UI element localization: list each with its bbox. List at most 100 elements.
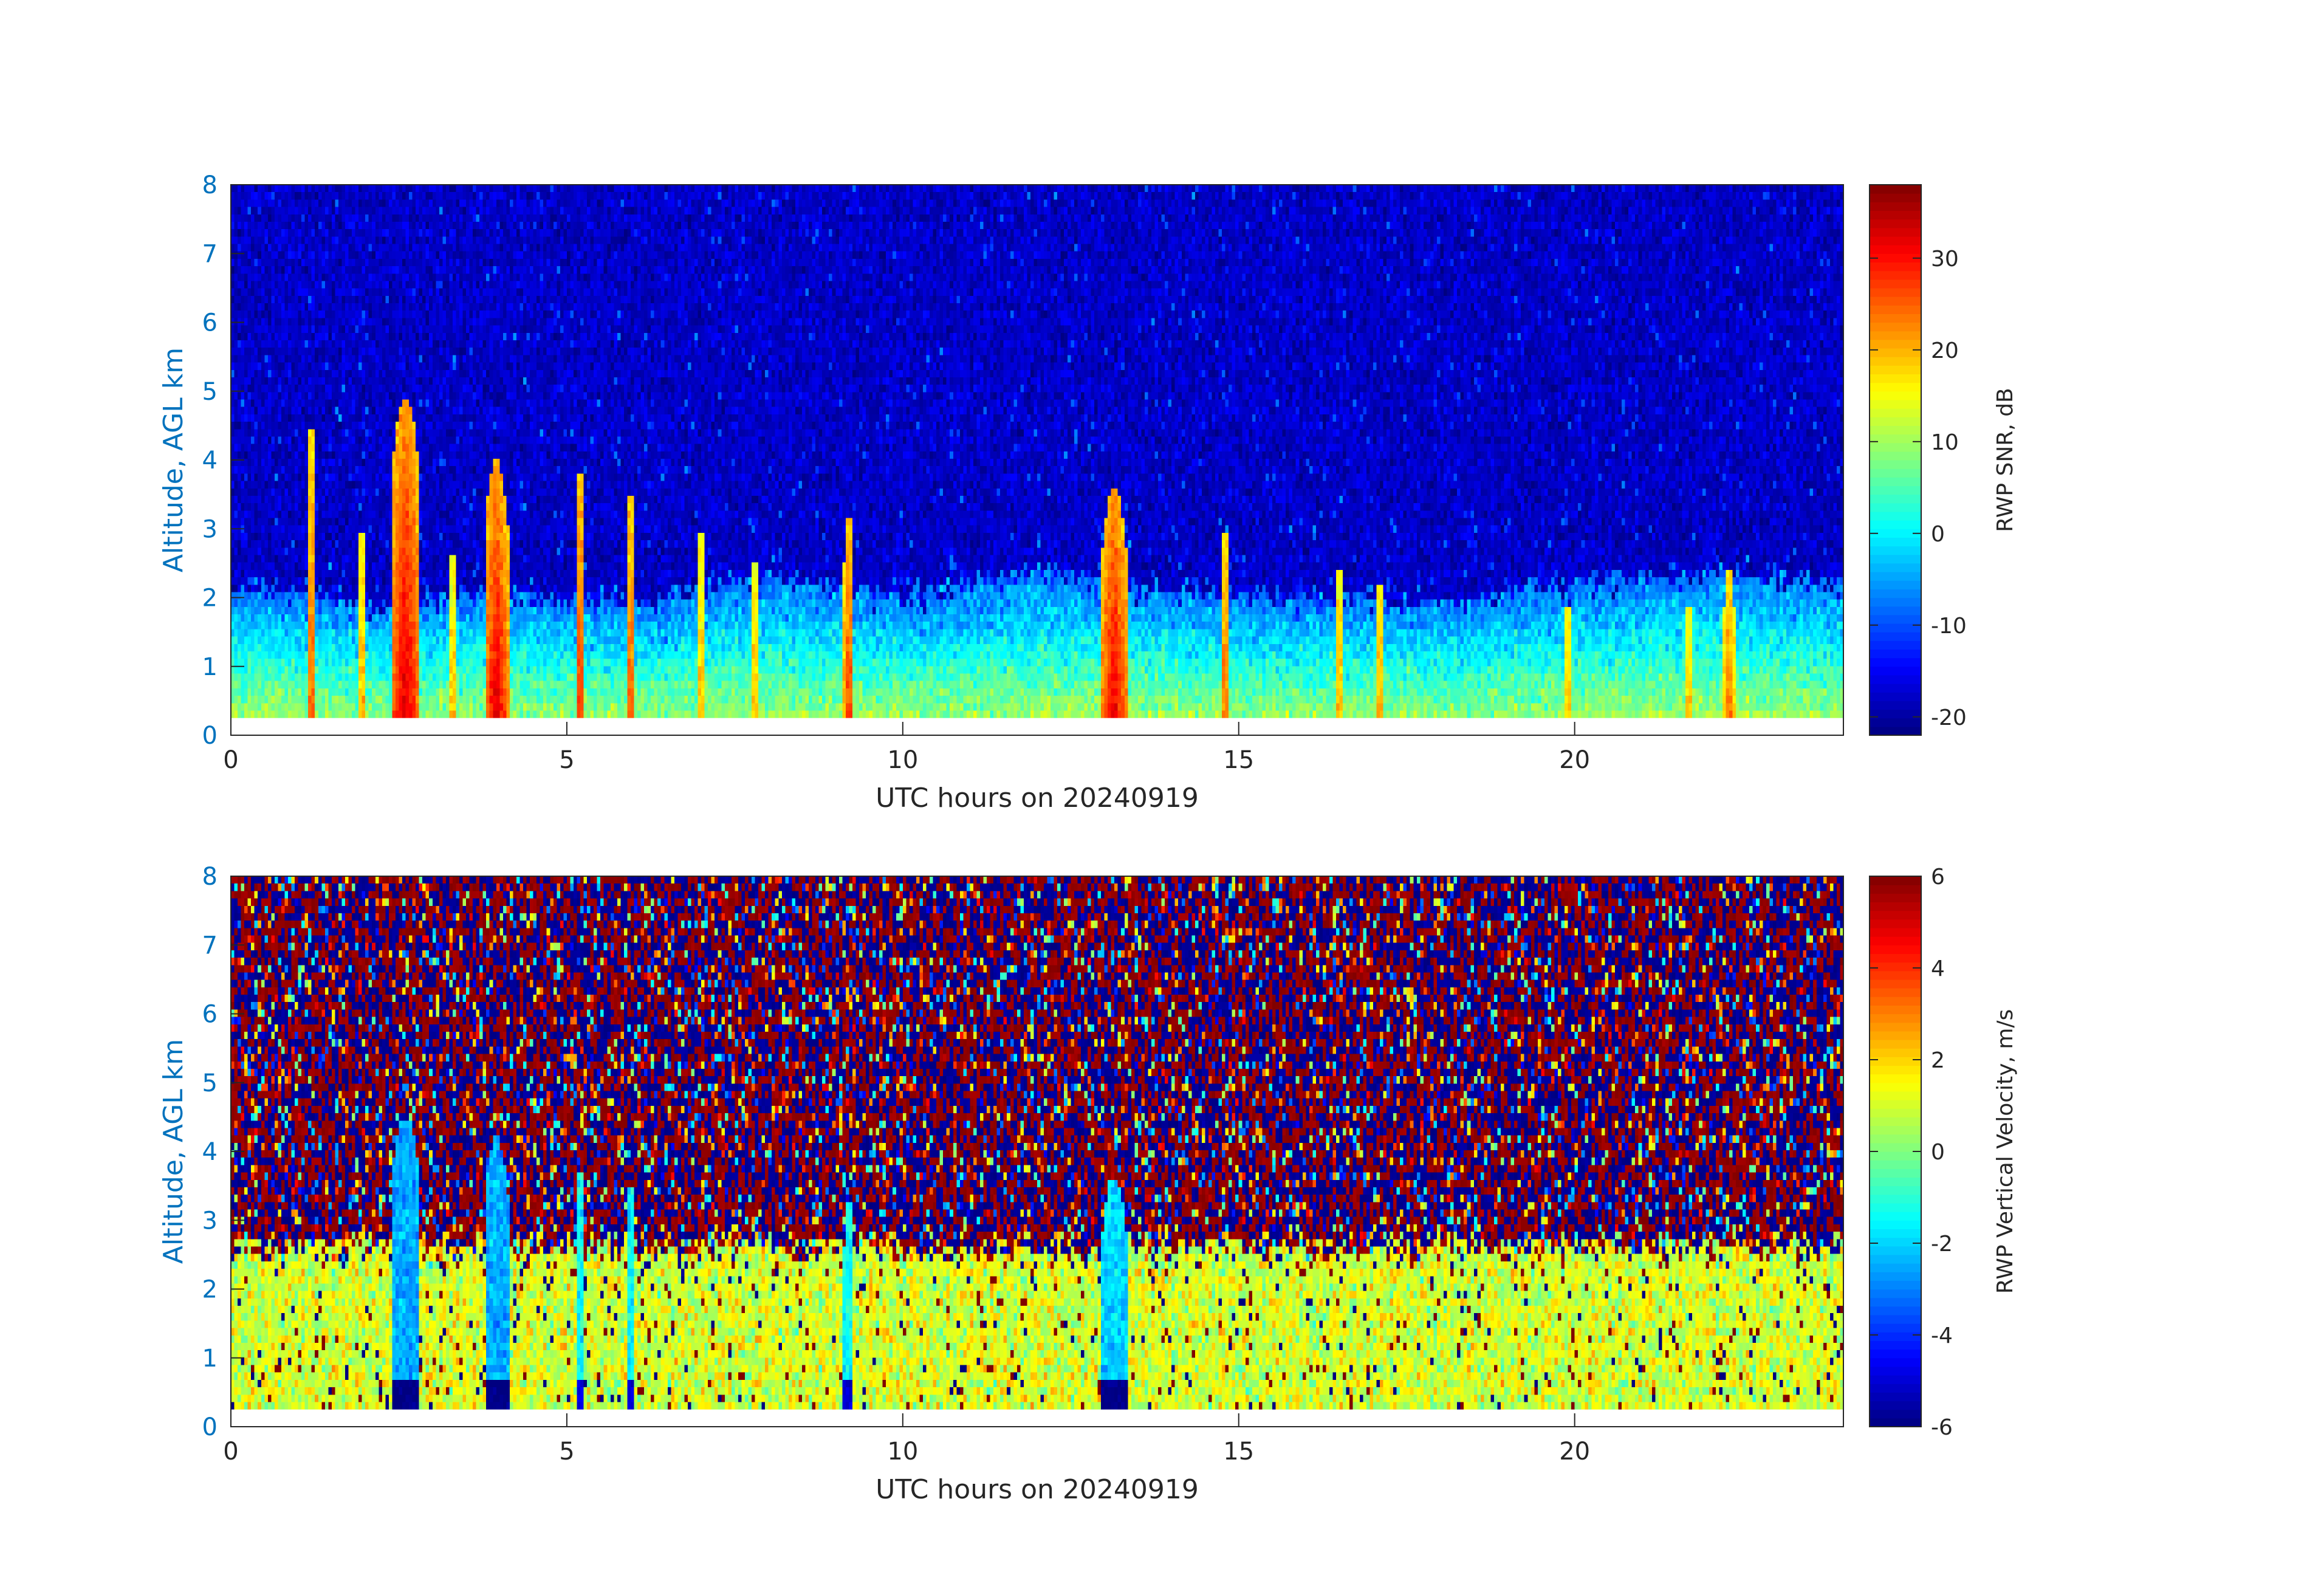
colorbar-segment bbox=[1870, 1005, 1921, 1015]
colorbar-segment bbox=[1870, 996, 1921, 1006]
y-axis-label: Altitude, AGL km bbox=[158, 1039, 189, 1264]
x-tick-label: 0 bbox=[223, 1438, 238, 1466]
colorbar-segment bbox=[1870, 408, 1921, 417]
colorbar-segment bbox=[1870, 1349, 1921, 1359]
colorbar-segment bbox=[1870, 520, 1921, 529]
colorbar-segment bbox=[1870, 468, 1921, 478]
colorbar-segment bbox=[1870, 1246, 1921, 1255]
colorbar-segment bbox=[1870, 451, 1921, 461]
colorbar-segment bbox=[1870, 1366, 1921, 1376]
colorbar-segment bbox=[1870, 348, 1921, 357]
colorbar-segment bbox=[1870, 1202, 1921, 1212]
y-tick-label: 1 bbox=[202, 653, 218, 681]
x-tick-label: 0 bbox=[223, 746, 238, 774]
colorbar-segment bbox=[1870, 1100, 1921, 1109]
y-tick-label: 7 bbox=[202, 931, 218, 959]
colorbar-segment bbox=[1870, 936, 1921, 945]
colorbar-segment bbox=[1870, 270, 1921, 280]
colorbar-segment bbox=[1870, 701, 1921, 710]
colorbar-segment bbox=[1870, 1031, 1921, 1040]
y-tick-label: 3 bbox=[202, 1207, 218, 1235]
colorbar-segment bbox=[1870, 885, 1921, 894]
x-tick-label: 20 bbox=[1559, 1438, 1590, 1466]
x-tick-label: 10 bbox=[887, 746, 918, 774]
colorbar-segment bbox=[1870, 893, 1921, 903]
colorbar-segment bbox=[1870, 1048, 1921, 1057]
colorbar-tick-label: -20 bbox=[1931, 705, 1967, 730]
colorbar-segment bbox=[1870, 709, 1921, 719]
colorbar-segment bbox=[1870, 666, 1921, 676]
colorbar-segment bbox=[1870, 382, 1921, 392]
colorbar-segment bbox=[1870, 1323, 1921, 1333]
colorbar-segment bbox=[1870, 1289, 1921, 1298]
colorbar-segment bbox=[1870, 1160, 1921, 1169]
y-tick-label: 8 bbox=[202, 171, 218, 199]
colorbar-segment bbox=[1870, 1272, 1921, 1281]
colorbar-segment bbox=[1870, 185, 1921, 194]
colorbar-segment bbox=[1870, 718, 1921, 727]
y-tick-label: 0 bbox=[202, 1413, 218, 1441]
colorbar-tick-label: 20 bbox=[1931, 338, 1959, 363]
colorbar-segment bbox=[1870, 1306, 1921, 1315]
colorbar-segment bbox=[1870, 434, 1921, 444]
colorbar-segment bbox=[1870, 1134, 1921, 1144]
colorbar-segment bbox=[1870, 597, 1921, 607]
colorbar-segment bbox=[1870, 297, 1921, 306]
colorbar-segment bbox=[1870, 279, 1921, 289]
colorbar-segment bbox=[1870, 202, 1921, 211]
colorbar-segment bbox=[1870, 357, 1921, 366]
colorbar-segment bbox=[1870, 1185, 1921, 1195]
colorbar-segment bbox=[1870, 1314, 1921, 1324]
colorbar-segment bbox=[1870, 494, 1921, 504]
colorbar-segment bbox=[1870, 262, 1921, 272]
colorbar-segment bbox=[1870, 945, 1921, 955]
colorbar-tick-label: 2 bbox=[1931, 1048, 1945, 1073]
colorbar-segment bbox=[1870, 1168, 1921, 1178]
colorbar-segment bbox=[1870, 193, 1921, 202]
y-tick-label: 3 bbox=[202, 515, 218, 543]
colorbar-segment bbox=[1870, 1280, 1921, 1290]
x-tick-label: 5 bbox=[559, 1438, 574, 1466]
colorbar-segment bbox=[1870, 1220, 1921, 1230]
colorbar-segment bbox=[1870, 1074, 1921, 1083]
colorbar-segment bbox=[1870, 1263, 1921, 1272]
y-axis-label: Altitude, AGL km bbox=[158, 348, 189, 572]
colorbar-segment bbox=[1870, 546, 1921, 555]
colorbar-segment bbox=[1870, 1237, 1921, 1247]
colorbar-segment bbox=[1870, 927, 1921, 937]
x-tick-label: 5 bbox=[559, 746, 574, 774]
colorbar-tick-label: 0 bbox=[1931, 522, 1945, 547]
colorbar-segment bbox=[1870, 503, 1921, 512]
colorbar-segment bbox=[1870, 1057, 1921, 1066]
x-tick-label: 20 bbox=[1559, 746, 1590, 774]
colorbar-frame bbox=[1869, 184, 1922, 736]
colorbar-segment bbox=[1870, 227, 1921, 237]
colorbar-segment bbox=[1870, 1375, 1921, 1384]
colorbar-tick-label: 10 bbox=[1931, 430, 1959, 455]
colorbar-tick-label: -2 bbox=[1931, 1232, 1953, 1257]
colorbar-segment bbox=[1870, 649, 1921, 659]
colorbar-segment bbox=[1870, 1340, 1921, 1350]
colorbar-segment bbox=[1870, 640, 1921, 650]
colorbar-segment bbox=[1870, 442, 1921, 452]
colorbar-segment bbox=[1870, 1409, 1921, 1419]
colorbar-segment bbox=[1870, 305, 1921, 314]
colorbar-segment bbox=[1870, 606, 1921, 616]
x-axis-label: UTC hours on 20240919 bbox=[876, 783, 1199, 814]
colorbar-segment bbox=[1870, 210, 1921, 220]
colorbar-segment bbox=[1870, 322, 1921, 332]
y-tick-label: 6 bbox=[202, 309, 218, 337]
colorbar-segment bbox=[1870, 1082, 1921, 1092]
y-tick-label: 4 bbox=[202, 1138, 218, 1166]
colorbar-segment bbox=[1870, 623, 1921, 633]
heatmap-image bbox=[231, 185, 1843, 718]
colorbar-segment bbox=[1870, 876, 1921, 885]
colorbar-segment bbox=[1870, 1151, 1921, 1161]
colorbar-segment bbox=[1870, 537, 1921, 547]
y-tick-label: 8 bbox=[202, 863, 218, 891]
colorbar-segment bbox=[1870, 253, 1921, 263]
colorbar-segment bbox=[1870, 1229, 1921, 1238]
colorbar-segment bbox=[1870, 236, 1921, 245]
colorbar-segment bbox=[1870, 1357, 1921, 1367]
colorbar-segment bbox=[1870, 632, 1921, 641]
